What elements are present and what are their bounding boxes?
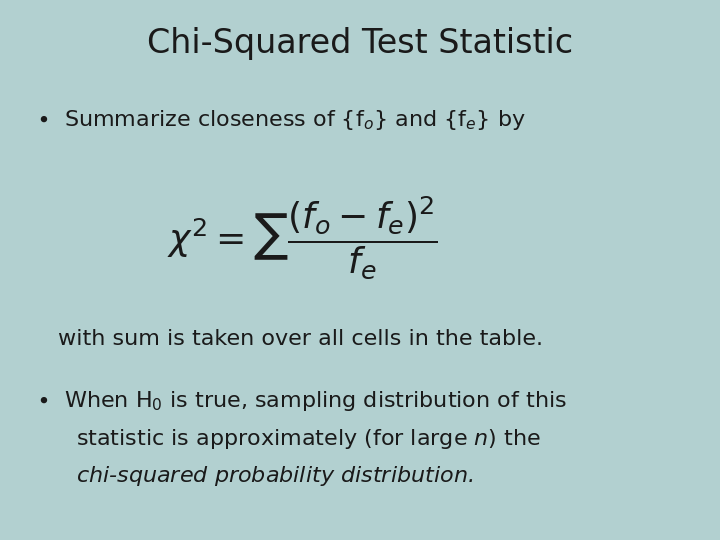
Text: Chi-Squared Test Statistic: Chi-Squared Test Statistic <box>147 27 573 60</box>
Text: $\it{chi}$-$\it{squared}$ $\it{probability}$ $\it{distribution}$.: $\it{chi}$-$\it{squared}$ $\it{probabili… <box>76 464 473 488</box>
Text: $\bullet$  Summarize closeness of {f$_o$} and {f$_e$} by: $\bullet$ Summarize closeness of {f$_o$}… <box>36 108 526 132</box>
Text: with sum is taken over all cells in the table.: with sum is taken over all cells in the … <box>58 329 543 349</box>
Text: $\bullet$  When H$_0$ is true, sampling distribution of this: $\bullet$ When H$_0$ is true, sampling d… <box>36 389 567 413</box>
Text: statistic is approximately (for large $n$) the: statistic is approximately (for large $n… <box>76 427 541 450</box>
Text: $\chi^2 = \sum \dfrac{(f_o - f_e)^2}{f_e}$: $\chi^2 = \sum \dfrac{(f_o - f_e)^2}{f_e… <box>167 194 438 281</box>
